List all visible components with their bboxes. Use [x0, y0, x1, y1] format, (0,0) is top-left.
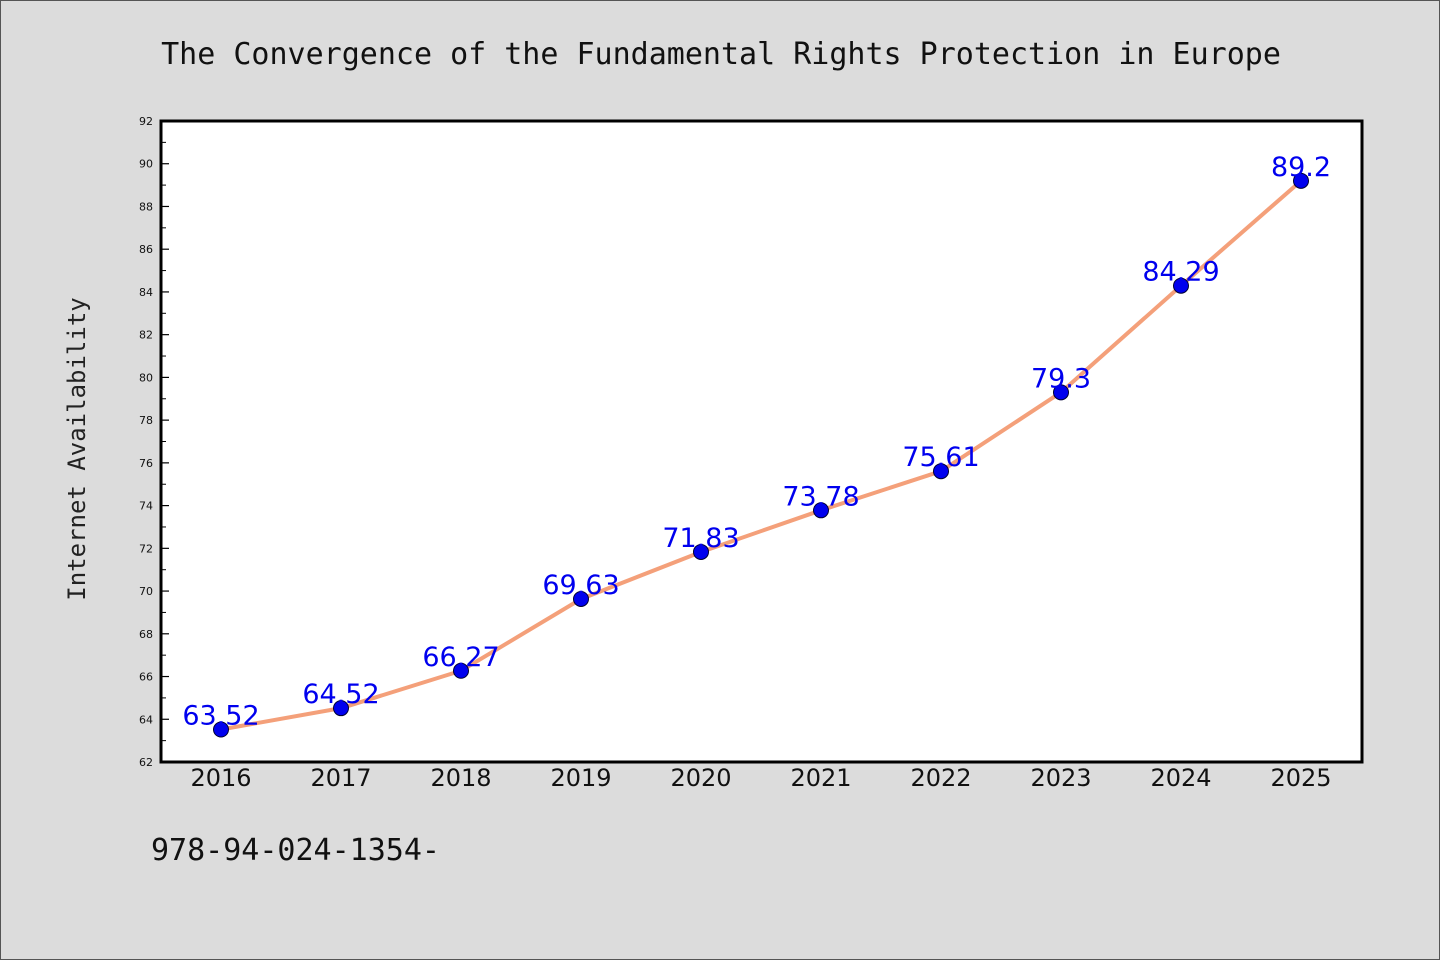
- data-point: [693, 543, 709, 560]
- y-tick-label: 80: [139, 371, 153, 384]
- y-tick-label: 82: [139, 329, 153, 342]
- data-label: 79.3: [1031, 363, 1091, 394]
- x-axis-ticks: 2016 2017 2018 2019 2020 2021 2022 2023 2024 2025: [190, 764, 1331, 792]
- y-tick-label: 62: [139, 756, 153, 769]
- data-label: 63.52: [182, 701, 259, 732]
- data-label: 64.52: [302, 679, 379, 710]
- data-point: [1053, 384, 1069, 401]
- y-tick-label: 78: [139, 414, 153, 427]
- series-line: [220, 179, 1303, 732]
- data-point: [813, 502, 829, 519]
- x-tick-label: 2018: [430, 764, 491, 792]
- footer-code: 978-94-024-1354-: [151, 833, 440, 868]
- y-tick-label: 68: [139, 628, 153, 641]
- data-label: 84.29: [1142, 257, 1219, 288]
- x-tick-label: 2022: [910, 764, 971, 792]
- data-point: [453, 662, 469, 679]
- data-point: [213, 721, 229, 738]
- y-tick-label: 88: [139, 200, 153, 213]
- x-tick-label: 2021: [790, 764, 851, 792]
- data-point: [573, 590, 589, 607]
- data-point: [1173, 277, 1189, 294]
- data-point: [333, 700, 349, 717]
- y-tick-label: 64: [139, 713, 153, 726]
- x-tick-label: 2024: [1150, 764, 1211, 792]
- series-layer: [220, 179, 1303, 732]
- y-tick-label: 66: [139, 671, 153, 684]
- data-point: [933, 463, 949, 480]
- x-tick-label: 2020: [670, 764, 731, 792]
- y-axis-ticks: 62 64 66 68 70 72 74 76 78 80 82 84 86 88 90 92: [139, 115, 169, 769]
- x-tick-label: 2023: [1030, 764, 1091, 792]
- y-tick-label: 84: [139, 286, 153, 299]
- y-tick-label: 70: [139, 585, 153, 598]
- data-label: 69.63: [542, 570, 619, 601]
- markers-layer: [213, 172, 1309, 738]
- data-label: 75.61: [902, 442, 979, 473]
- x-tick-label: 2017: [310, 764, 371, 792]
- x-tick-label: 2019: [550, 764, 611, 792]
- x-tick-label: 2025: [1270, 764, 1331, 792]
- data-label: 66.27: [422, 642, 499, 673]
- y-tick-label: 72: [139, 542, 153, 555]
- y-tick-label: 90: [139, 158, 153, 171]
- y-tick-label: 76: [139, 457, 153, 470]
- data-labels-layer: 63.52 64.52 66.27 69.63 71.83 73.78 75.61 79.3 8…: [182, 152, 1331, 732]
- x-tick-label: 2016: [190, 764, 251, 792]
- plot-area: [159, 119, 1364, 764]
- data-label: 71.83: [662, 523, 739, 554]
- y-axis-label: Internet Availability: [63, 297, 91, 600]
- y-tick-label: 86: [139, 243, 153, 256]
- data-point: [1293, 172, 1309, 189]
- chart-title: The Convergence of the Fundamental Right…: [161, 37, 1281, 72]
- data-label: 73.78: [782, 481, 859, 512]
- y-tick-label: 92: [139, 115, 153, 128]
- y-tick-label: 74: [139, 500, 153, 513]
- data-label: 89.2: [1271, 152, 1331, 183]
